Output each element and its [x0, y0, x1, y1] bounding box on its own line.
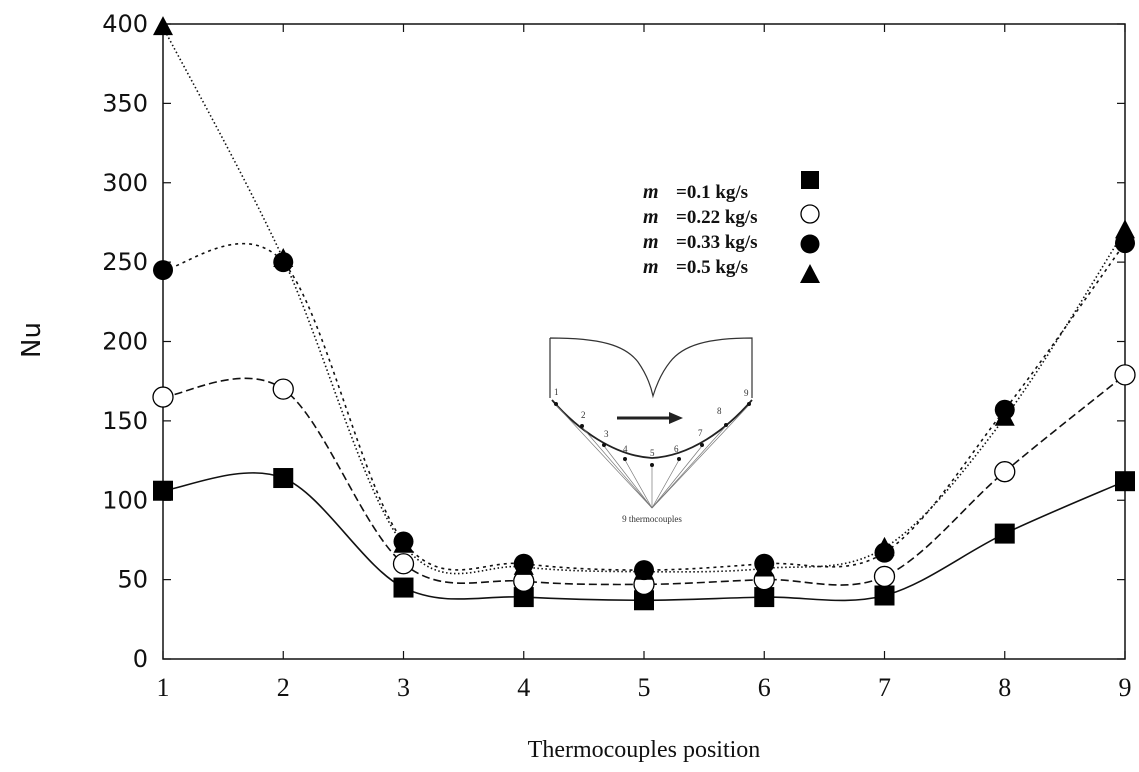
- data-point-filled-triangle: [874, 536, 895, 556]
- legend-label-2: =0.22 kg/s: [676, 207, 758, 228]
- inset-number-7: 7: [698, 428, 703, 438]
- data-point-open-circle: [272, 378, 294, 400]
- data-point-filled-square: [273, 468, 294, 489]
- y-tick-label: 400: [102, 10, 148, 38]
- inset-number-4: 4: [623, 444, 628, 454]
- series-line-2: [162, 374, 1126, 586]
- y-tick-label: 0: [133, 645, 148, 673]
- thermocouple-inset: 1 2 3 4 5 6 7 8 9 9 thermocouples: [549, 337, 753, 524]
- legend-prefix-2: m: [643, 206, 659, 228]
- data-point-filled-square: [874, 585, 895, 606]
- y-tick-label: 350: [102, 89, 148, 117]
- inset-number-5: 5: [650, 448, 655, 458]
- data-point-filled-triangle: [513, 555, 534, 575]
- inset-number-6: 6: [674, 444, 679, 454]
- x-tick-label: 4: [517, 673, 530, 702]
- data-point-filled-triangle: [634, 560, 654, 580]
- data-point-filled-square: [634, 590, 654, 611]
- legend-marker-filled-square: [801, 171, 819, 189]
- inset-wires: [555, 404, 750, 509]
- data-point-open-circle: [994, 461, 1016, 483]
- y-axis-ticks: 0 50 100 150 200 250 300 350 400: [102, 10, 1125, 673]
- inset-number-3: 3: [604, 429, 609, 439]
- legend-prefix-3: m: [643, 231, 659, 253]
- data-point-filled-triangle: [273, 247, 294, 267]
- y-axis-title: Nu: [17, 322, 47, 358]
- legend-label-3: =0.33 kg/s: [676, 232, 758, 253]
- y-tick-label: 300: [102, 169, 148, 197]
- x-tick-label: 2: [277, 673, 290, 702]
- legend-marker-filled-triangle: [800, 264, 820, 283]
- data-point-open-circle: [873, 565, 896, 588]
- x-tick-label: 7: [878, 673, 891, 702]
- series-line-4: [162, 26, 1126, 575]
- data-point-open-circle: [1114, 364, 1136, 386]
- inset-flow-arrowhead: [669, 412, 683, 424]
- data-point-filled-square: [513, 587, 534, 608]
- data-point-filled-square: [1115, 471, 1135, 492]
- data-point-filled-triangle: [393, 533, 414, 553]
- data-point-filled-circle: [153, 260, 173, 281]
- data-point-filled-triangle: [1115, 219, 1135, 239]
- x-tick-label: 5: [638, 673, 651, 702]
- inset-caption: 9 thermocouples: [622, 514, 682, 524]
- legend-label-4: =0.5 kg/s: [676, 257, 748, 278]
- legend: m =0.1 kg/s m =0.22 kg/s m =0.33 kg/s m …: [643, 171, 820, 283]
- legend-prefix-1: m: [643, 181, 659, 203]
- data-point-filled-square: [153, 480, 173, 501]
- data-point-open-circle: [392, 553, 415, 575]
- inset-number-8: 8: [717, 406, 722, 416]
- y-tick-label: 250: [102, 248, 148, 276]
- x-axis-title: Thermocouples position: [528, 737, 761, 763]
- data-point-filled-triangle: [994, 406, 1015, 426]
- legend-marker-open-circle: [800, 204, 820, 224]
- y-tick-label: 150: [102, 407, 148, 435]
- x-axis-ticks: 1 2 3 4 5 6 7 8 9: [157, 24, 1132, 702]
- legend-prefix-4: m: [643, 256, 659, 278]
- inset-sensor-dots: [554, 402, 751, 467]
- series-markers: [152, 16, 1136, 611]
- legend-label-1: =0.1 kg/s: [676, 182, 748, 203]
- data-point-filled-triangle: [754, 557, 775, 577]
- data-point-filled-square: [393, 577, 414, 598]
- y-tick-label: 200: [102, 328, 148, 356]
- inset-number-9: 9: [744, 388, 749, 398]
- data-point-filled-square: [754, 587, 775, 608]
- inset-outline: [549, 337, 753, 399]
- y-tick-label: 50: [117, 566, 148, 594]
- data-point-open-circle: [152, 386, 174, 408]
- x-tick-label: 9: [1119, 673, 1132, 702]
- x-tick-label: 1: [157, 673, 170, 702]
- inset-number-1: 1: [554, 387, 559, 397]
- data-point-filled-square: [994, 523, 1015, 544]
- data-point-filled-triangle: [153, 16, 173, 36]
- x-tick-label: 8: [998, 673, 1011, 702]
- legend-marker-filled-circle: [800, 234, 820, 254]
- x-tick-label: 6: [758, 673, 771, 702]
- inset-number-2: 2: [581, 410, 586, 420]
- y-tick-label: 100: [102, 486, 148, 514]
- x-tick-label: 3: [397, 673, 410, 702]
